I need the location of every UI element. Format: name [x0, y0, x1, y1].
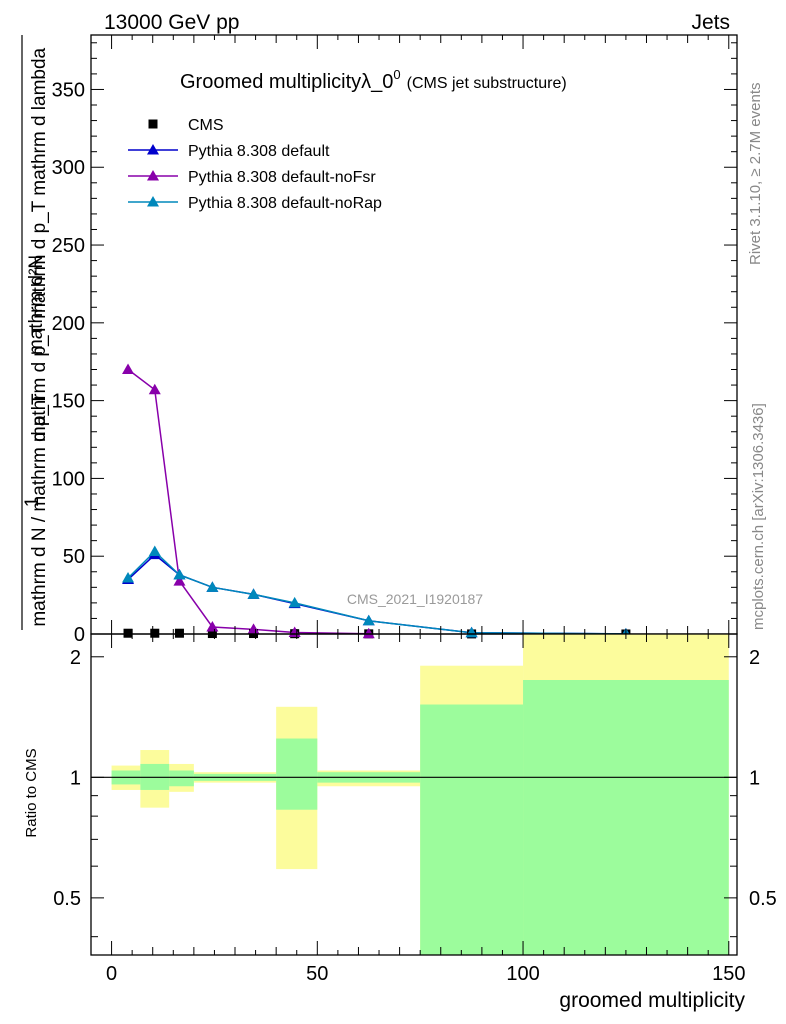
legend-marker-3: [147, 196, 159, 207]
process-label: Jets: [691, 11, 730, 34]
ratio-ytick-label-left-0.5: 0.5: [53, 888, 81, 910]
analysis-id: CMS_2021_I1920187: [347, 591, 483, 607]
xtick-label-100: 100: [506, 963, 539, 985]
ratio-band-green-4: [276, 738, 318, 810]
ratio-ytick-label-left-1: 1: [70, 767, 81, 789]
data-point-s2-0: [122, 363, 135, 375]
title-subtitle: (CMS jet substructure): [407, 75, 567, 92]
ratio-frame: [90, 633, 738, 956]
title-main: Groomed multiplicity: [180, 71, 361, 93]
data-point-s3-5: [288, 596, 301, 608]
ylabel-denominator: mathrm d p_T mathrm d p_T mathrm d lambd…: [29, 47, 50, 442]
data-point-s3-1: [148, 545, 161, 557]
ratio-ytick-label-right-0.5: 0.5: [749, 888, 777, 910]
data-point-s3-4: [247, 588, 260, 599]
legend-label-0: CMS: [188, 117, 224, 134]
ylabel-prefactor-denominator: mathrm d N / mathrm d p_T: [29, 393, 50, 627]
legend-label-1: Pythia 8.308 default: [188, 143, 330, 160]
xtick-label-0: 0: [106, 963, 117, 985]
data-point-s0-2: [174, 628, 184, 638]
main-ylabel: mathrm d²N 1 mathrm d p_T mathrm d p_T m…: [21, 35, 50, 630]
plot-title: Groomed multiplicityλ_00 (CMS jet substru…: [180, 67, 567, 93]
title-lambda: λ_0: [361, 71, 393, 93]
main-ytick-label-100: 100: [52, 468, 85, 490]
ratio-ylabel: Ratio to CMS: [23, 748, 40, 837]
data-point-s3-3: [206, 581, 219, 592]
data-point-s3-2: [173, 568, 186, 580]
main-ytick-label-50: 50: [63, 546, 85, 568]
data-point-s0-1: [150, 628, 160, 638]
ratio-ytick-label-right-1: 1: [749, 767, 760, 789]
main-ytick-label-150: 150: [52, 391, 85, 413]
main-ytick-label-200: 200: [52, 313, 85, 335]
ylabel-numerator: mathrm d²N: [26, 255, 47, 355]
ratio-band-green-7: [523, 680, 729, 955]
legend: CMS Pythia 8.308 default Pythia 8.308 defa…: [128, 117, 382, 212]
main-ytick-label-350: 350: [52, 79, 85, 101]
data-point-s2-4: [247, 623, 260, 634]
legend-marker-2: [147, 170, 159, 181]
data-point-s2-1: [148, 383, 161, 395]
ratio-band-green-6: [420, 704, 524, 955]
data-point-s2-6: [362, 627, 375, 639]
energy-label: 13000 GeV pp: [104, 11, 239, 34]
legend-label-3: Pythia 8.308 default-noRap: [188, 195, 382, 212]
xtick-label-150: 150: [712, 963, 745, 985]
legend-marker-1: [147, 144, 159, 155]
ratio-panel: 0 50 100 150 0.5 0.5 1 1 2 2: [53, 633, 777, 985]
data-point-s2-3: [206, 620, 219, 632]
xtick-label-50: 50: [306, 963, 328, 985]
mcplots-info: mcplots.cern.ch [arXiv:1306.3436]: [750, 403, 767, 630]
x-axis-label: groomed multiplicity: [559, 989, 745, 1012]
legend-marker-0: [148, 119, 158, 129]
data-point-s3-0: [122, 571, 135, 583]
ratio-ytick-label-right-2: 2: [749, 647, 760, 669]
ratio-ytick-label-left-2: 2: [70, 647, 81, 669]
title-superscript: 0: [393, 67, 400, 82]
main-ytick-label-250: 250: [52, 235, 85, 257]
legend-label-2: Pythia 8.308 default-noFsr: [188, 169, 376, 186]
data-point-s2-2: [173, 575, 186, 586]
ratio-band-green-2: [169, 770, 194, 787]
main-panel: Groomed multiplicityλ_00(CMS jet substru…: [52, 34, 738, 646]
data-point-s0-0: [123, 628, 133, 638]
ylabel-prefactor-numerator: 1: [22, 497, 43, 508]
data-point-s3-6: [362, 614, 375, 626]
main-ytick-label-0: 0: [74, 624, 85, 646]
main-ytick-label-300: 300: [52, 157, 85, 179]
rivet-info: Rivet 3.1.10, ≥ 2.7M events: [747, 83, 764, 266]
